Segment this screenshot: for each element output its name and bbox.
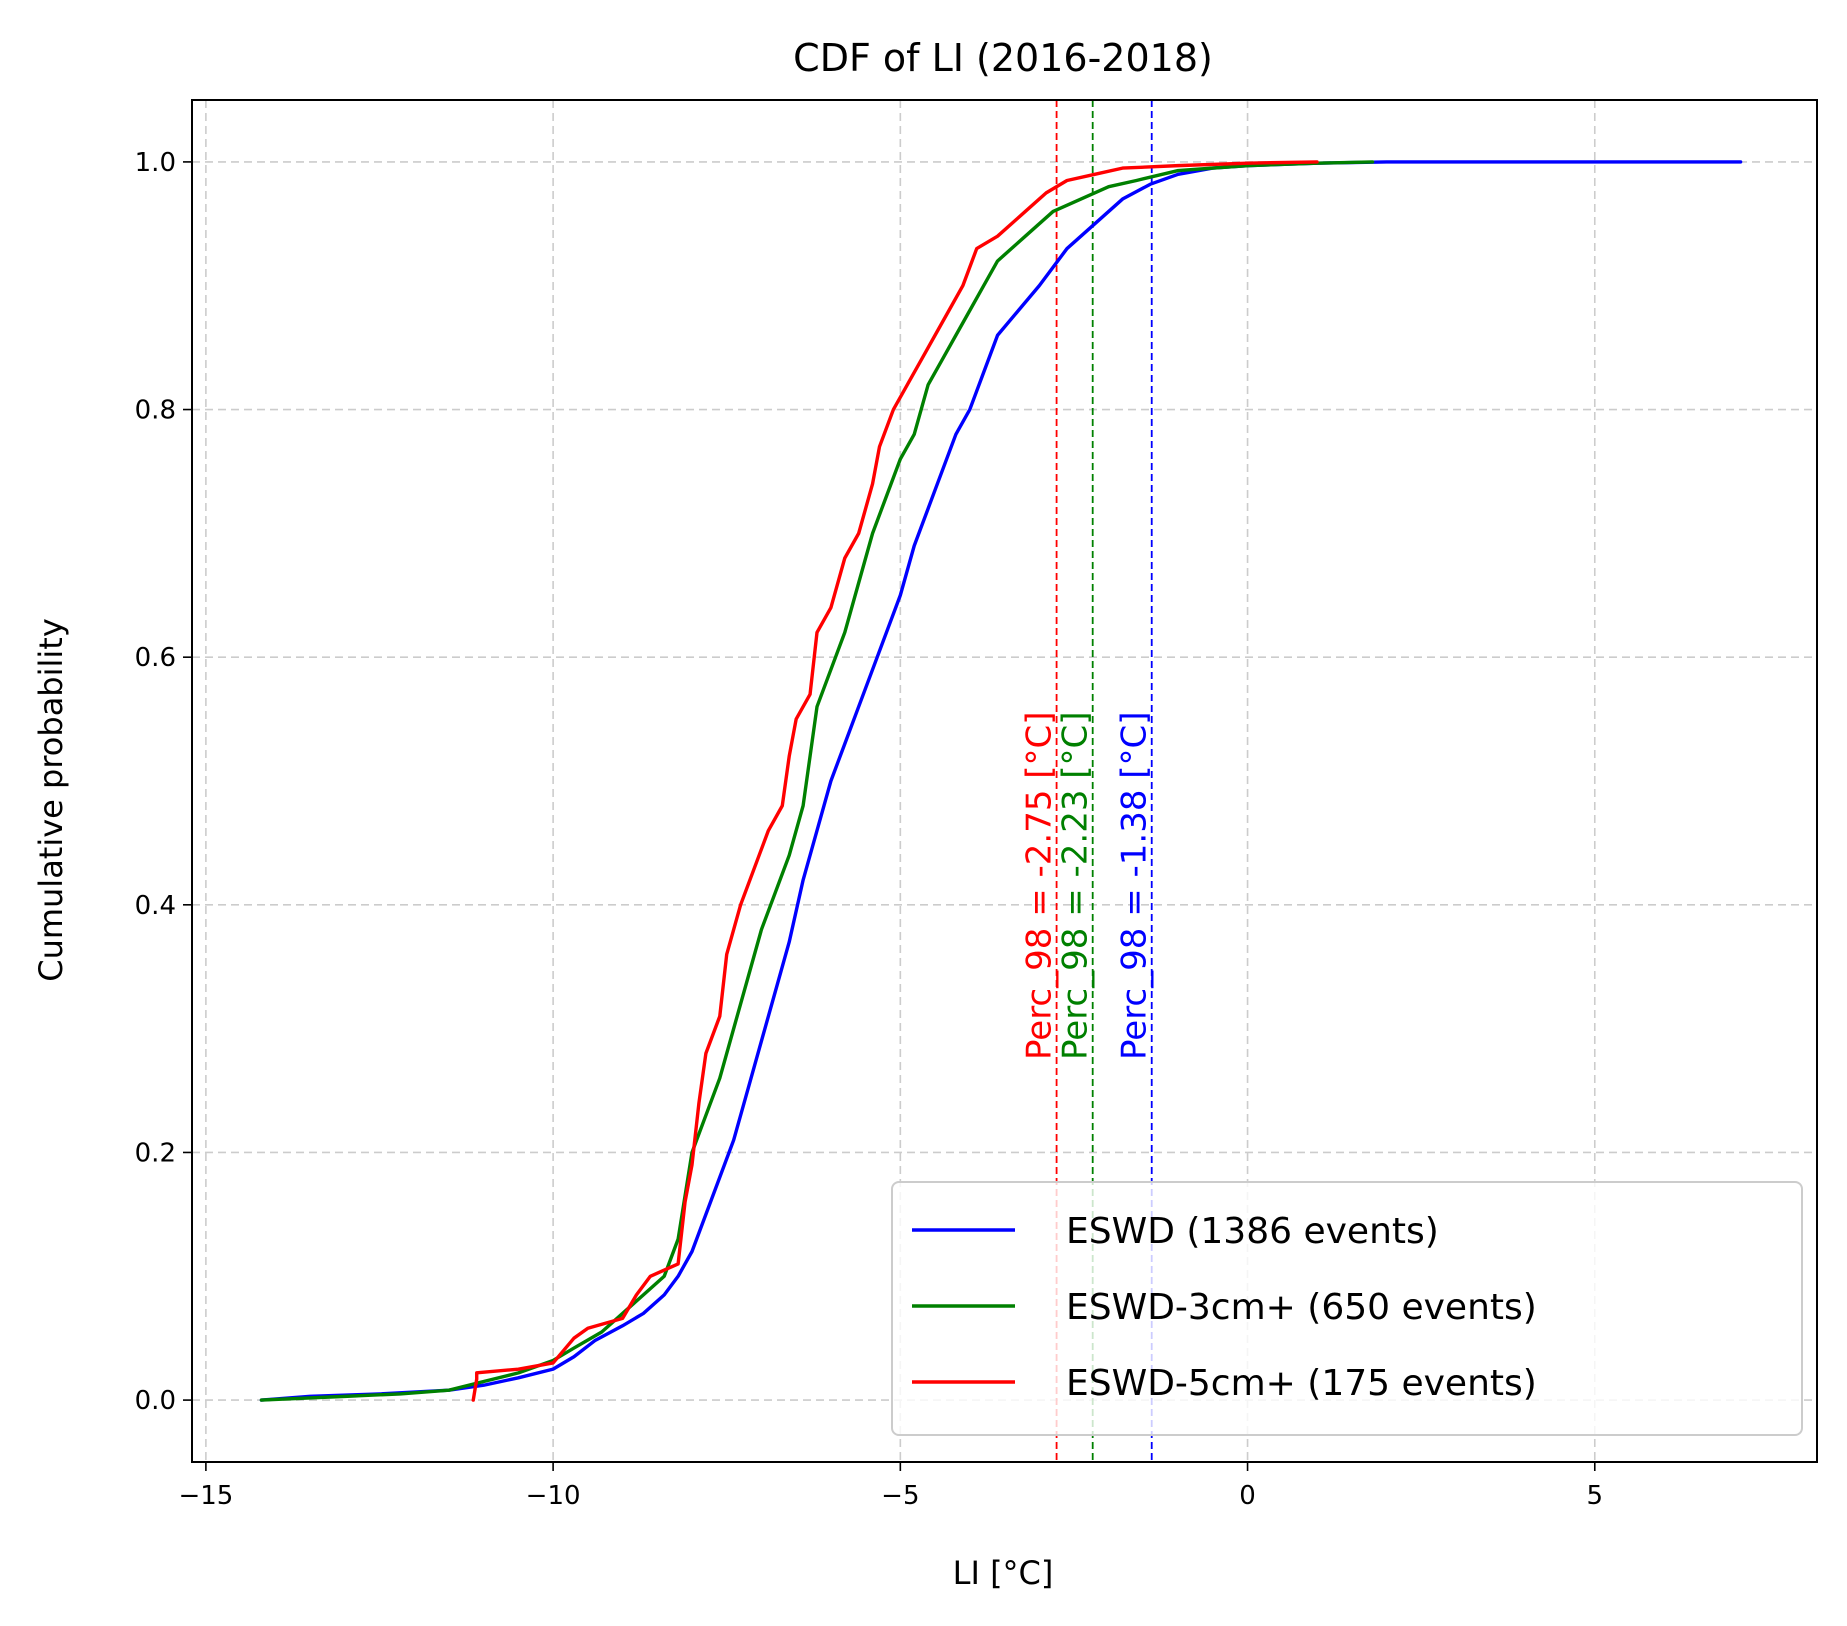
series-line	[259, 160, 1743, 1402]
y-tick-label: 0.8	[135, 396, 176, 426]
x-tick-label: 5	[1587, 1481, 1604, 1511]
percentile-label: Perc_98 = -2.23 [°C]	[1056, 711, 1096, 1060]
series-line	[471, 160, 1319, 1402]
y-tick-label: 0.4	[135, 891, 176, 921]
axis-ticks: −15 −10 −5 0 5 0.0 0.2 0.4 0.6 0.8 1.0	[135, 148, 1603, 1511]
percentile-label: Perc_98 = -1.38 [°C]	[1115, 711, 1155, 1060]
y-tick-label: 0.6	[135, 643, 176, 673]
legend-entry: ESWD (1386 events)	[1066, 1211, 1439, 1252]
x-tick-label: 0	[1239, 1481, 1256, 1511]
series-line	[259, 160, 1375, 1402]
legend-entry: ESWD-3cm+ (650 events)	[1066, 1287, 1537, 1328]
y-tick-label: 0.2	[135, 1138, 176, 1168]
x-axis-label: LI [°C]	[953, 1554, 1054, 1592]
legend-entry: ESWD-5cm+ (175 events)	[1066, 1363, 1537, 1404]
x-tick-label: −5	[881, 1481, 919, 1511]
legend: ESWD (1386 events) ESWD-3cm+ (650 events)…	[891, 1181, 1803, 1436]
plot-frame	[191, 99, 1818, 1463]
y-axis-label: Cumulative probability	[32, 618, 70, 982]
y-tick-label: 1.0	[135, 148, 176, 178]
x-tick-label: −10	[526, 1481, 581, 1511]
cdf-series	[259, 160, 1743, 1402]
chart-title: CDF of LI (2016-2018)	[793, 36, 1213, 80]
x-tick-label: −15	[178, 1481, 233, 1511]
y-tick-label: 0.0	[135, 1386, 176, 1416]
percentile-label: Perc_98 = -2.75 [°C]	[1020, 711, 1060, 1060]
legend-box	[891, 1181, 1803, 1436]
